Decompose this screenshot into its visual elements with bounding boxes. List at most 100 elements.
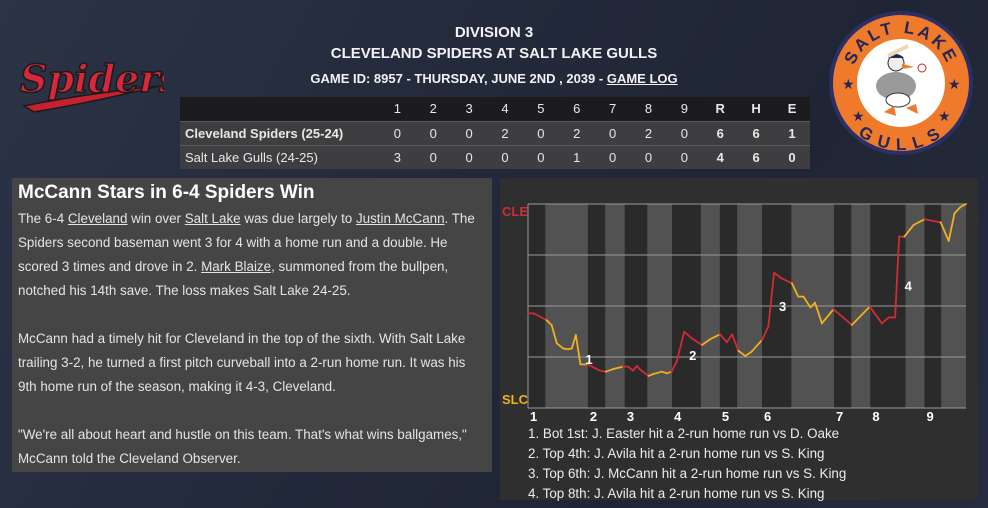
- inning-tick-label: 2: [590, 409, 597, 424]
- recap-link[interactable]: Cleveland: [67, 211, 128, 226]
- col-5: 5: [537, 101, 545, 117]
- game-recap: McCann Stars in 6-4 Spiders Win The 6-4 …: [12, 178, 492, 472]
- score-cell: 0: [608, 125, 617, 141]
- recap-title: McCann Stars in 6-4 Spiders Win: [18, 182, 315, 203]
- win-probability-segment: [773, 271, 783, 280]
- recap-text: McCann had a timely hit for Cleveland in…: [18, 331, 466, 394]
- inning-tick-label: 4: [674, 409, 682, 424]
- win-probability-segment: [545, 319, 553, 326]
- event-marker: 2: [689, 348, 696, 363]
- col-8: 8: [644, 101, 653, 117]
- win-probability-segment: [631, 365, 638, 372]
- win-probability-segment: [931, 219, 942, 224]
- win-probability-segment: [683, 330, 693, 340]
- win-probability-segment: [660, 370, 668, 375]
- win-probability-segment: [532, 312, 542, 318]
- game-log-link[interactable]: GAME LOG: [606, 71, 678, 86]
- score-cell: 6: [752, 125, 760, 141]
- recap-paragraph: McCann had a timely hit for Cleveland in…: [18, 327, 486, 399]
- recap-text: win over: [127, 211, 185, 226]
- win-probability-segment: [690, 337, 703, 346]
- score-cell: 0: [393, 125, 401, 141]
- win-probability-segment: [591, 365, 601, 372]
- win-probability-segment: [719, 333, 728, 344]
- recap-link[interactable]: Salt Lake: [184, 211, 241, 226]
- recap-link[interactable]: Justin McCann: [355, 211, 445, 226]
- inning-tick-label: 3: [627, 409, 634, 424]
- inning-tick-label: 6: [764, 409, 771, 424]
- win-probability-segment: [599, 369, 607, 373]
- col-errors: E: [787, 101, 797, 117]
- score-cell: 0: [608, 149, 617, 165]
- win-probability-segment: [627, 365, 634, 372]
- chart-note: 1. Bot 1st: J. Easter hit a 2-run home r…: [528, 426, 840, 441]
- win-probability-segment: [731, 333, 740, 352]
- cle-axis-label: CLE: [502, 204, 528, 219]
- slc-axis-label: SLC: [502, 392, 529, 407]
- recap-paragraph: The 6-4 Cleveland win over Salt Lake was…: [18, 207, 486, 303]
- win-probability-segment: [555, 342, 565, 350]
- win-probability-segment: [647, 373, 655, 377]
- score-cell: 0: [465, 125, 473, 141]
- col-runs: R: [715, 101, 725, 117]
- win-probability-segment: [859, 305, 871, 318]
- score-cell: 2: [573, 125, 581, 141]
- chart-notes: 1. Bot 1st: J. Easter hit a 2-run home r…: [528, 424, 846, 504]
- score-cell: 0: [465, 149, 473, 165]
- gulls-logo: SALT LAKE GULLS ★ ★ ★ ★: [829, 11, 973, 155]
- svg-text:★: ★: [842, 76, 855, 92]
- win-probability-segment: [612, 365, 624, 370]
- inning-tick-label: 5: [722, 409, 729, 424]
- win-probability-segment: [670, 360, 678, 373]
- recap-text: The 6-4: [18, 211, 68, 226]
- spiders-logo: Spiders: [19, 55, 164, 113]
- win-probability-segment: [652, 370, 663, 375]
- inning-tick-label: 9: [927, 409, 934, 424]
- col-7: 7: [608, 101, 617, 117]
- division-title: DIVISION 3: [454, 24, 534, 41]
- svg-text:★: ★: [938, 108, 951, 124]
- recap-text: . The Spiders second baseman went 3 for …: [18, 211, 475, 274]
- score-cell: 0: [680, 125, 688, 141]
- col-6: 6: [573, 101, 581, 117]
- recap-link[interactable]: Mark Blaize: [201, 259, 272, 274]
- win-probability-segment: [850, 315, 861, 326]
- event-marker: 4: [905, 279, 913, 294]
- win-probability-segment: [574, 334, 582, 366]
- recap-text: "We're all about heart and hustle on thi…: [18, 427, 467, 466]
- score-cell: 0: [429, 149, 437, 165]
- win-probability-segment: [880, 316, 890, 325]
- event-marker: 3: [779, 299, 786, 314]
- score-cell: 0: [501, 149, 509, 165]
- svg-text:★: ★: [852, 108, 865, 124]
- win-probability-segment: [923, 218, 933, 222]
- score-cell: 0: [644, 149, 653, 165]
- col-1: 1: [393, 101, 401, 117]
- col-4: 4: [501, 101, 509, 117]
- win-probability-segment: [675, 330, 686, 363]
- svg-text:★: ★: [948, 76, 961, 92]
- win-probability-segment: [767, 271, 775, 328]
- win-probability-segment: [744, 350, 753, 357]
- win-probability-segment: [814, 301, 823, 325]
- win-probability-segment: [791, 282, 800, 298]
- chart-note: 3. Top 6th: J. McCann hit a 2-run home r…: [528, 466, 847, 481]
- win-probability-segment: [570, 334, 577, 350]
- win-probability-segment: [604, 368, 615, 373]
- win-probability-segment: [953, 206, 962, 215]
- score-cell: 0: [429, 125, 437, 141]
- chart-note: 2. Top 4th: J. Avila hit a 2-run home ru…: [528, 446, 825, 461]
- win-probability-segment: [802, 295, 812, 309]
- col-2: 2: [429, 101, 437, 117]
- score-cell: 0: [788, 149, 796, 165]
- col-9: 9: [680, 101, 688, 117]
- score-cell: 2: [644, 125, 653, 141]
- win-probability-segment: [912, 218, 926, 226]
- win-probability-segment: [750, 339, 763, 353]
- gull-mascot-icon: [876, 44, 927, 116]
- win-probability-segment: [821, 308, 835, 325]
- inning-tick-label: 8: [872, 409, 879, 424]
- score-cell: 1: [573, 149, 581, 165]
- win-probability-segment: [725, 333, 733, 344]
